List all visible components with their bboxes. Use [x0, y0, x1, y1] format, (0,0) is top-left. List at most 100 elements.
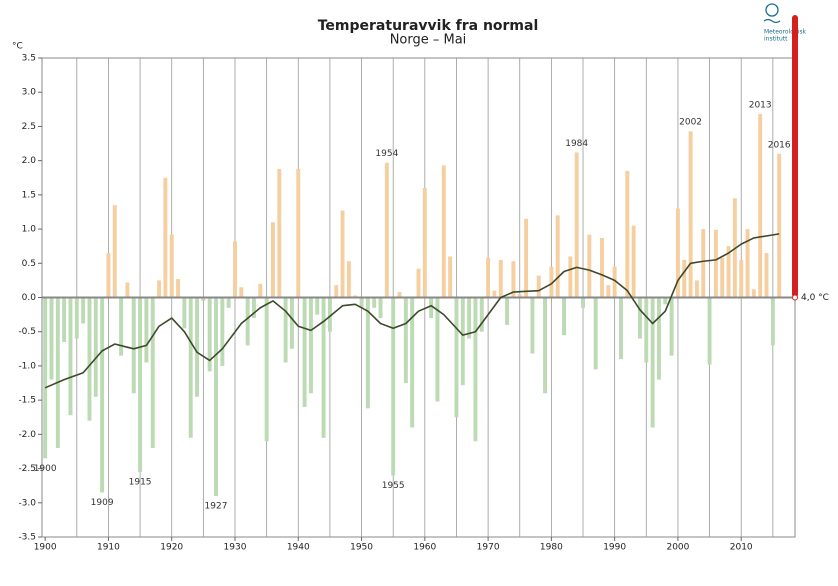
- bar: [416, 268, 421, 298]
- bar: [650, 297, 655, 428]
- annotation: 2013: [749, 101, 772, 111]
- chart-title: Temperaturavvik fra normal: [318, 18, 539, 34]
- logo-wave: [763, 18, 781, 24]
- bar: [720, 257, 725, 298]
- bar: [530, 297, 535, 354]
- bar: [581, 297, 585, 308]
- bar: [226, 297, 231, 308]
- bar: [663, 297, 668, 305]
- bar: [55, 297, 60, 449]
- bar: [770, 297, 775, 346]
- bar: [327, 297, 332, 332]
- bar: [448, 256, 453, 298]
- bar: [543, 297, 548, 394]
- annotation: 1955: [382, 481, 405, 491]
- bar: [119, 297, 124, 356]
- annotation: 2002: [679, 118, 702, 128]
- y-tick-label: 2.0: [22, 156, 37, 166]
- bar: [669, 297, 674, 356]
- bar: [87, 297, 92, 421]
- y-tick-label: 1.0: [22, 225, 37, 235]
- bar: [188, 297, 193, 438]
- bar: [49, 297, 54, 380]
- bar: [675, 208, 680, 298]
- annotation: 1900: [34, 464, 57, 474]
- logo-text: institutt: [764, 36, 788, 43]
- bar: [308, 297, 313, 394]
- annotation: 1984: [565, 139, 588, 149]
- bar: [410, 297, 415, 428]
- bar: [422, 188, 427, 298]
- bar: [138, 297, 143, 472]
- bar: [587, 234, 592, 298]
- normal-label: 4,0 °C: [801, 293, 829, 303]
- bar: [688, 131, 693, 298]
- bar: [315, 297, 320, 315]
- bar: [131, 297, 136, 394]
- bar: [43, 297, 48, 459]
- bar: [68, 297, 73, 416]
- bar: [574, 152, 579, 298]
- y-tick-label: -0.5: [18, 327, 36, 337]
- bar: [93, 297, 98, 397]
- bar: [207, 297, 212, 372]
- bar: [220, 297, 225, 366]
- bar: [163, 177, 168, 298]
- bar: [435, 297, 440, 402]
- bar: [479, 297, 484, 332]
- bar: [517, 294, 522, 298]
- normal-dot: [792, 294, 798, 301]
- bar: [467, 297, 472, 339]
- y-unit: °C: [12, 42, 23, 52]
- normal-bar: [792, 15, 798, 298]
- x-tick-label: 1920: [160, 543, 183, 553]
- bar: [612, 266, 617, 298]
- bar: [593, 297, 598, 370]
- y-tick-label: 0.0: [22, 293, 37, 303]
- bar: [258, 283, 263, 298]
- bar: [106, 253, 111, 298]
- bar: [144, 297, 149, 363]
- bar: [429, 297, 434, 319]
- bar: [252, 297, 256, 319]
- bar: [441, 165, 446, 298]
- bar: [245, 297, 250, 346]
- bar: [169, 234, 174, 298]
- bar: [201, 297, 206, 301]
- bar: [271, 222, 275, 298]
- bar: [707, 297, 712, 365]
- bar: [239, 287, 244, 298]
- bar: [549, 266, 554, 298]
- y-tick-label: 3.5: [22, 54, 36, 64]
- bar: [562, 297, 566, 336]
- bar: [498, 259, 503, 298]
- bar: [264, 297, 269, 442]
- bar: [600, 237, 604, 298]
- bar: [511, 261, 516, 298]
- bar: [555, 215, 560, 298]
- bar: [758, 114, 763, 298]
- bar: [296, 168, 301, 298]
- bar: [739, 259, 744, 298]
- bar: [112, 205, 117, 298]
- bar: [486, 257, 491, 298]
- bar: [182, 297, 187, 329]
- bar: [277, 168, 282, 298]
- bar: [100, 297, 105, 493]
- bar: [745, 229, 750, 298]
- trend-line: [44, 233, 780, 389]
- bar: [606, 285, 611, 298]
- bar: [340, 210, 345, 298]
- bar: [353, 295, 358, 298]
- y-tick-label: -2.0: [18, 430, 36, 440]
- y-tick-label: -2.5: [18, 464, 36, 474]
- bar: [397, 292, 402, 298]
- annotation: 2016: [768, 140, 791, 150]
- bar: [536, 275, 541, 298]
- annotation: 1915: [129, 477, 152, 487]
- chart-subtitle: Norge – Mai: [390, 33, 467, 48]
- annotation: 1954: [375, 149, 398, 159]
- bar: [505, 297, 510, 325]
- x-tick-label: 1980: [540, 543, 563, 553]
- x-tick-label: 1970: [477, 543, 500, 553]
